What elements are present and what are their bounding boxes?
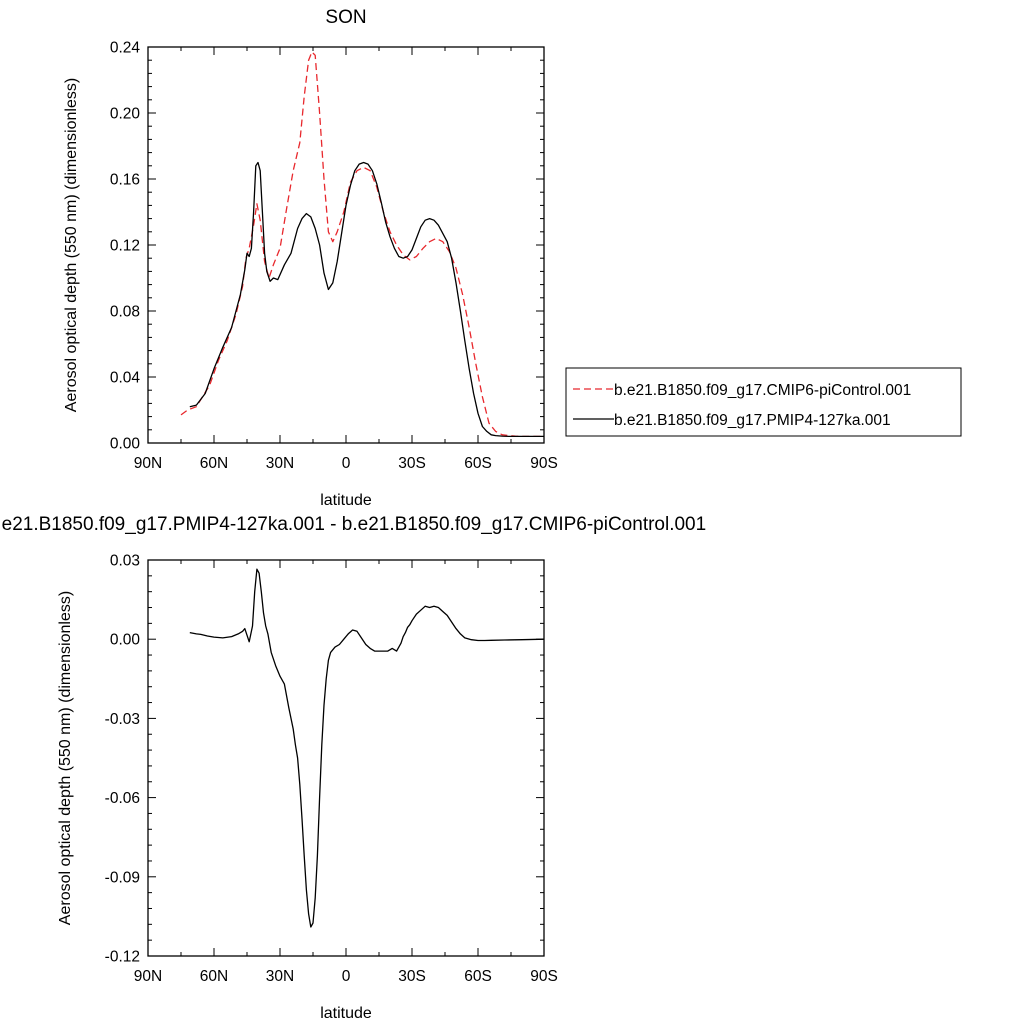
top-y-axis-label: Aerosol optical depth (550 nm) (dimensio…: [63, 78, 80, 412]
bottom-x-tick-labels: 90N 60N 30N 0 30S 60S 90S: [134, 968, 558, 985]
bottom-y-tick-label: -0.03: [105, 711, 140, 728]
bottom-plot-lines: [189, 568, 545, 928]
top-x-axis-label: latitude: [320, 492, 372, 509]
top-plot-lines: [180, 51, 544, 438]
bottom-x-tick-label: 60S: [464, 968, 492, 985]
top-panel: SON 0.00 0.04 0.08 0.12 0.16 0.20 0.24 90N 60N 3…: [63, 7, 558, 509]
bottom-plot-frame: [147, 559, 545, 957]
bottom-x-tick-label: 30S: [398, 968, 426, 985]
bottom-y-tick-label: 0.03: [110, 553, 140, 570]
top-chart-title: SON: [325, 7, 366, 28]
top-x-tick-label: 30S: [398, 455, 426, 472]
bottom-series-line-0: [189, 568, 545, 928]
bottom-x-tick-label: 30N: [266, 968, 294, 985]
bottom-y-tick-label: 0.00: [110, 632, 141, 649]
top-series-line-1: [189, 161, 544, 438]
bottom-y-tick-labels: -0.12 -0.09 -0.06 -0.03 0.00 0.03: [105, 553, 141, 966]
top-x-tick-label: 60N: [200, 455, 228, 472]
bottom-x-axis-label: latitude: [320, 1005, 372, 1022]
bottom-y-tick-label: -0.12: [105, 949, 140, 966]
top-tick-marks: [147, 46, 545, 444]
top-y-tick-labels: 0.00 0.04 0.08 0.12 0.16 0.20 0.24: [110, 40, 141, 453]
top-y-tick-label: 0.12: [110, 238, 140, 255]
bottom-tick-marks: [147, 559, 545, 957]
legend-label-127ka: b.e21.B1850.f09_g17.PMIP4-127ka.001: [614, 412, 891, 429]
top-plot-frame: [147, 46, 545, 444]
top-x-tick-label: 90N: [134, 455, 162, 472]
bottom-chart-title: b.e21.B1850.f09_g17.PMIP4-127ka.001 - b.…: [0, 514, 706, 535]
bottom-x-tick-label: 0: [342, 968, 351, 985]
bottom-x-tick-label: 60N: [200, 968, 228, 985]
top-y-tick-label: 0.20: [110, 106, 141, 123]
top-y-tick-label: 0.16: [110, 172, 140, 189]
bottom-y-tick-label: -0.06: [105, 790, 140, 807]
top-x-tick-label: 0: [342, 455, 351, 472]
top-y-tick-label: 0.04: [110, 370, 141, 387]
bottom-x-tick-label: 90S: [530, 968, 558, 985]
bottom-panel: b.e21.B1850.f09_g17.PMIP4-127ka.001 - b.…: [0, 514, 706, 1022]
bottom-x-tick-label: 90N: [134, 968, 162, 985]
bottom-y-tick-label: -0.09: [105, 869, 140, 886]
top-y-tick-label: 0.00: [110, 436, 141, 453]
legend-label-piControl: b.e21.B1850.f09_g17.CMIP6-piControl.001: [614, 382, 911, 399]
top-x-tick-labels: 90N 60N 30N 0 30S 60S 90S: [134, 455, 558, 472]
legend: b.e21.B1850.f09_g17.CMIP6-piControl.001 …: [565, 367, 962, 437]
top-series-line-0: [180, 51, 544, 438]
top-x-tick-label: 90S: [530, 455, 558, 472]
top-y-tick-label: 0.08: [110, 304, 140, 321]
top-y-tick-label: 0.24: [110, 40, 141, 57]
legend-box: [565, 367, 962, 437]
bottom-y-axis-label: Aerosol optical depth (550 nm) (dimensio…: [57, 591, 74, 925]
top-x-tick-label: 30N: [266, 455, 294, 472]
top-x-tick-label: 60S: [464, 455, 492, 472]
